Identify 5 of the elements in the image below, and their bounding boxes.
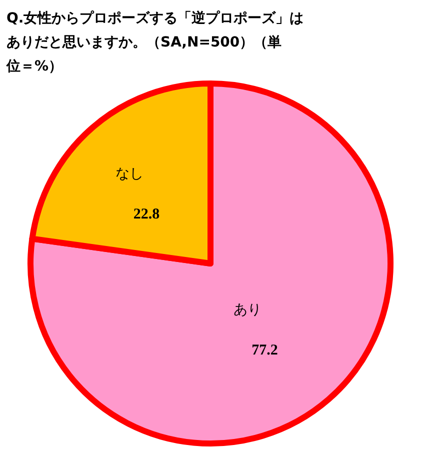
chart-title: Q.女性からプロポーズする「逆プロポーズ」はありだと思いますか。（SA,N=500）（単位＝%） [6, 10, 304, 74]
data-label: 22.8 [133, 206, 160, 223]
slice-label: あり [234, 302, 262, 318]
slice-label: なし [115, 166, 144, 182]
data-label: 77.2 [252, 342, 278, 358]
